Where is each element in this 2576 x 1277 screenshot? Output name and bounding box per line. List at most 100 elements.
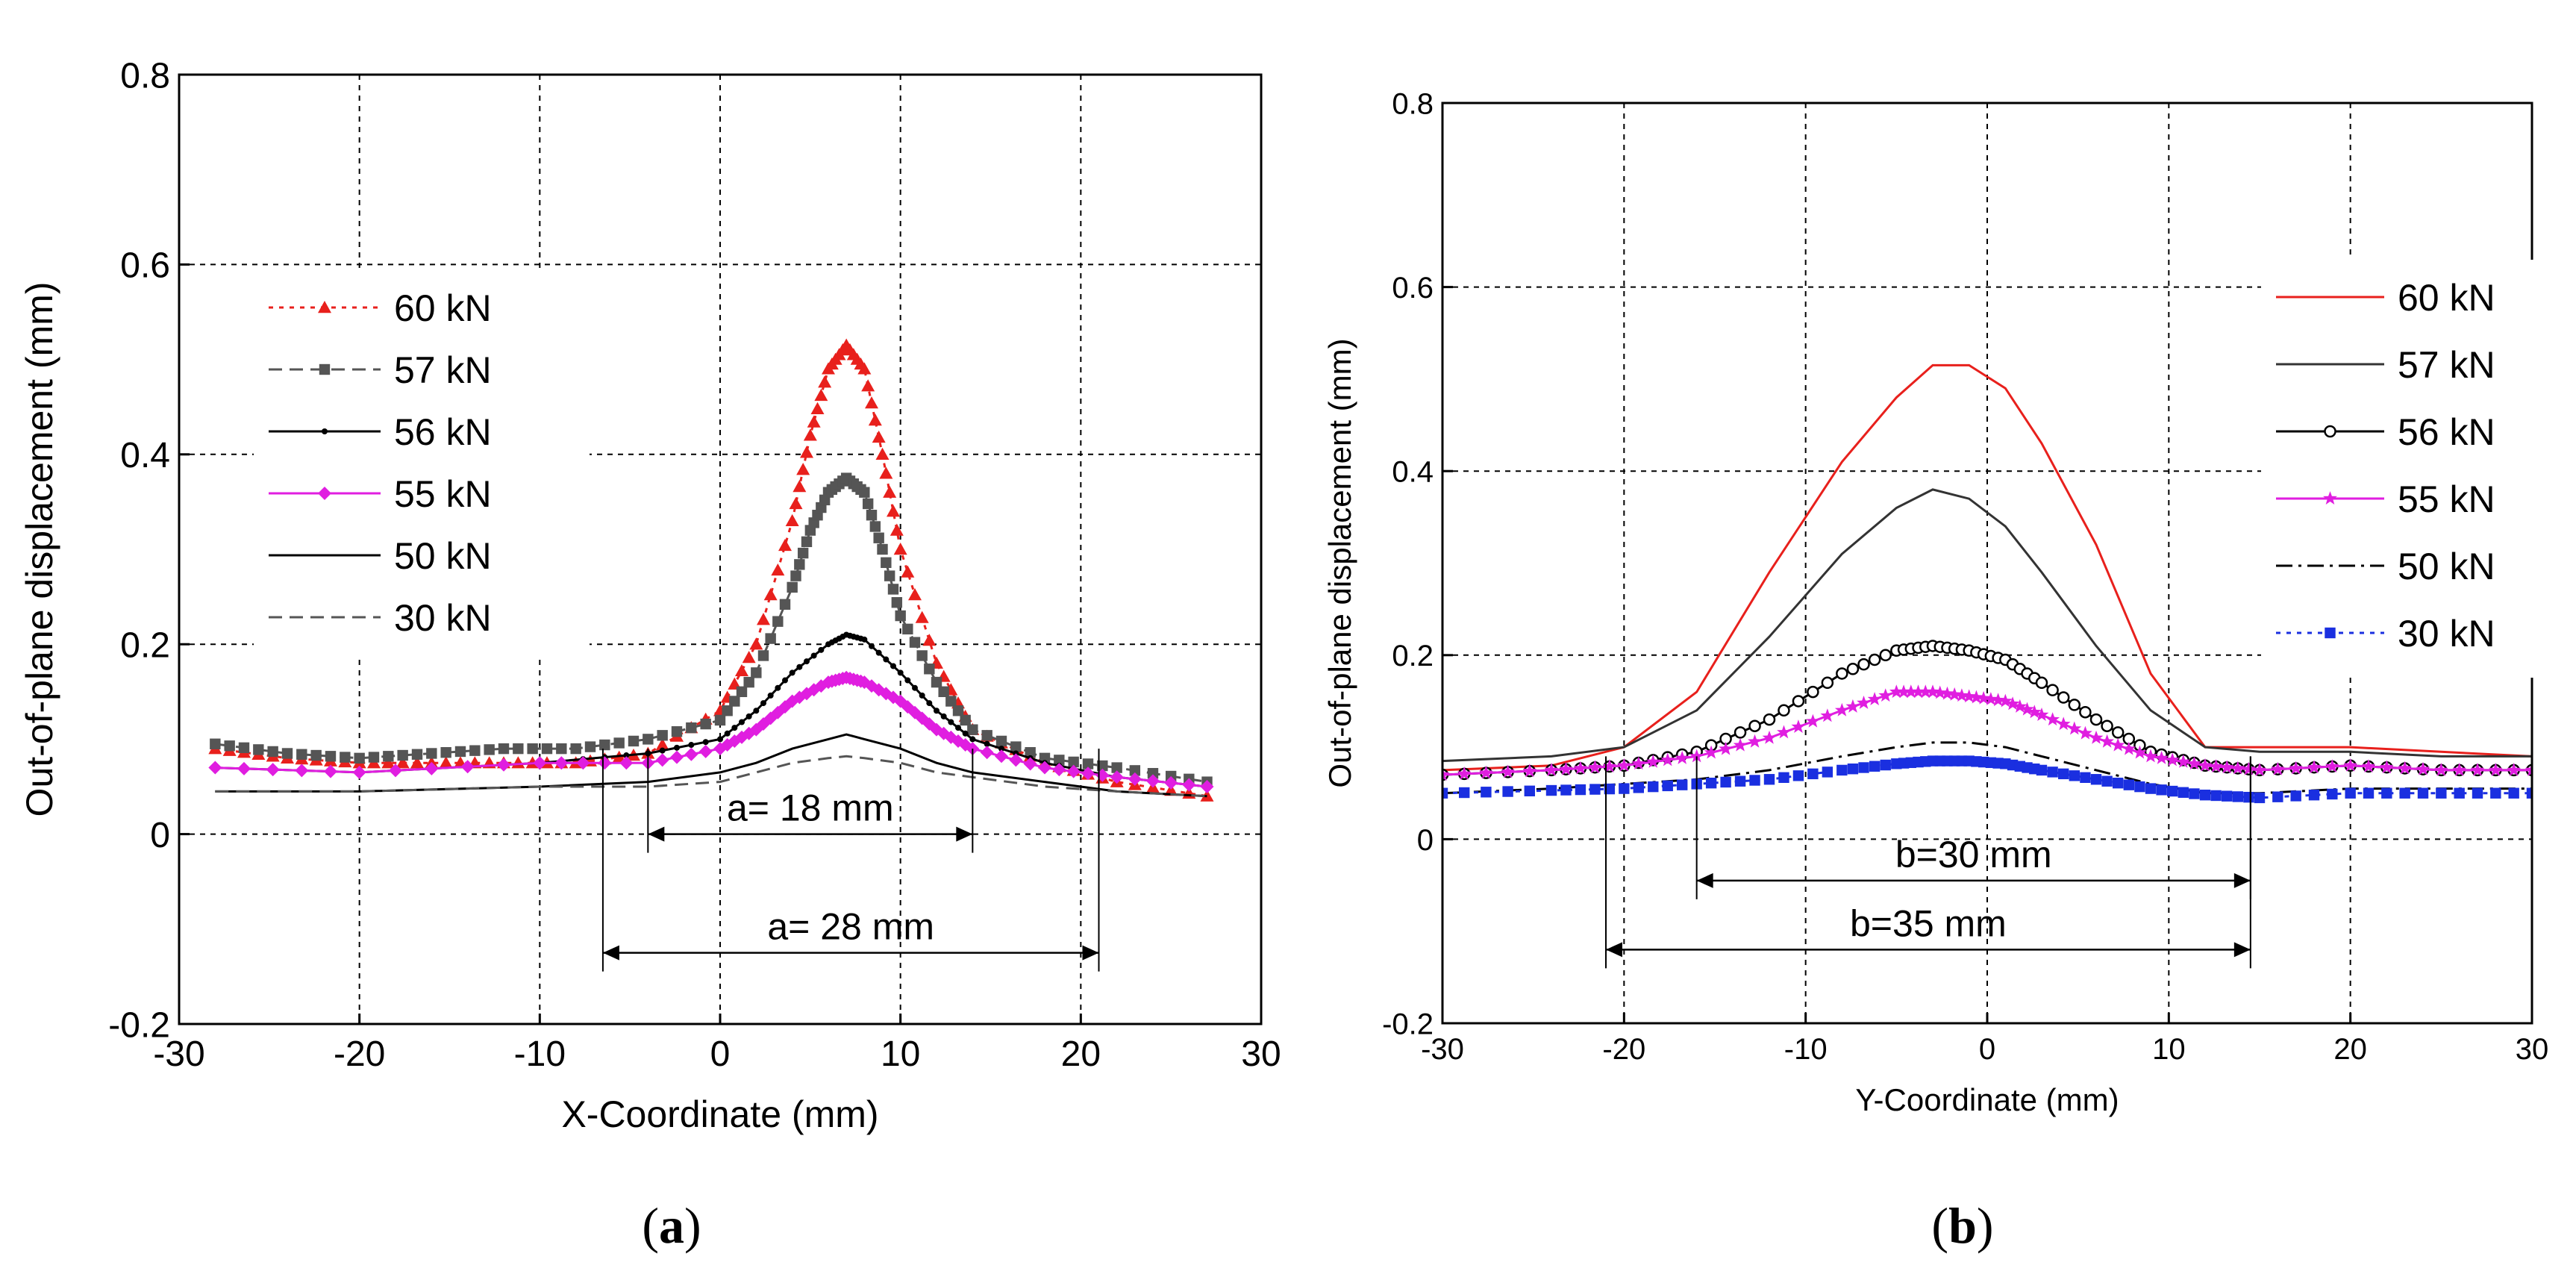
arrow-head-right — [1082, 945, 1099, 961]
data-point — [2452, 763, 2467, 776]
data-point — [731, 725, 738, 731]
data-point — [698, 744, 713, 758]
data-point — [1619, 783, 1630, 794]
data-point — [869, 521, 881, 532]
data-point — [2230, 761, 2245, 775]
data-point — [1645, 754, 1660, 768]
data-point — [1868, 653, 1881, 666]
data-point — [2027, 705, 2042, 719]
data-point — [1164, 775, 1178, 790]
data-point — [2209, 759, 2223, 772]
data-point — [739, 719, 745, 725]
data-point — [702, 739, 709, 746]
data-point — [1588, 760, 1602, 774]
data-point — [922, 634, 937, 646]
data-point — [1847, 763, 1859, 775]
y-tick-label: 0.2 — [120, 625, 170, 665]
data-point — [2046, 684, 2059, 696]
data-point — [1023, 757, 1037, 771]
data-point — [460, 760, 475, 774]
data-point — [2210, 790, 2222, 802]
legend-marker — [319, 363, 331, 375]
data-point — [2078, 725, 2092, 740]
dimension-annotation: b=35 mm — [1605, 756, 2251, 969]
data-point — [1734, 726, 1747, 739]
data-point — [1749, 775, 1760, 786]
data-point — [717, 736, 723, 743]
data-point — [800, 446, 813, 458]
legend-label: 30 kN — [394, 597, 492, 639]
data-point — [796, 463, 810, 475]
data-point — [389, 764, 402, 778]
data-point — [2290, 790, 2301, 802]
data-point — [1081, 766, 1095, 781]
data-point — [1631, 756, 1646, 770]
data-point — [1846, 663, 1860, 675]
data-point — [804, 658, 810, 665]
data-point — [955, 725, 961, 731]
legend-item: 56 kN — [269, 411, 492, 453]
data-point — [945, 696, 957, 707]
data-point — [2067, 721, 2082, 735]
data-point — [883, 656, 890, 663]
data-point — [859, 487, 870, 498]
data-point — [742, 651, 756, 664]
data-point — [1962, 689, 1977, 703]
y-axis-title: Out-of-plane displacement (mm) — [1322, 338, 1357, 787]
data-point — [1925, 684, 1940, 699]
data-point — [887, 584, 899, 595]
data-point — [2525, 763, 2532, 776]
data-point — [2111, 726, 2125, 739]
legend-marker — [2324, 425, 2336, 438]
data-point — [533, 756, 547, 770]
data-point — [1822, 766, 1833, 778]
data-point — [873, 532, 884, 543]
data-point — [2327, 788, 2338, 800]
data-point — [554, 756, 569, 770]
data-point — [1857, 696, 1871, 709]
data-point — [2345, 787, 2356, 799]
data-point — [2080, 772, 2091, 783]
data-point — [1976, 690, 1991, 705]
data-point — [1602, 759, 1617, 772]
legend-label: 57 kN — [394, 349, 492, 391]
data-point — [909, 637, 921, 648]
data-point — [1442, 787, 1448, 799]
x-tick-label: 30 — [2516, 1033, 2549, 1066]
legend-item: 30 kN — [2276, 613, 2495, 655]
series-line — [215, 755, 1207, 798]
data-point — [2242, 761, 2256, 775]
plot-series — [208, 338, 1214, 802]
data-point — [793, 480, 807, 493]
data-point — [1720, 776, 1731, 788]
data-point — [2508, 787, 2519, 799]
data-point — [2143, 749, 2158, 763]
data-point — [2056, 716, 2071, 731]
data-point — [684, 747, 698, 761]
plot-series — [1442, 363, 2532, 804]
dimension-annotation: a= 28 mm — [601, 749, 1100, 972]
data-point — [1146, 774, 1160, 788]
data-point — [2232, 791, 2243, 802]
x-tick-label: -20 — [334, 1034, 385, 1074]
series-line — [1442, 488, 2532, 763]
data-point — [628, 735, 640, 747]
data-point — [576, 756, 590, 770]
data-point — [895, 610, 906, 622]
data-point — [2156, 784, 2167, 796]
legend-label: 56 kN — [2398, 411, 2495, 453]
data-point — [797, 547, 809, 559]
data-point — [2222, 790, 2233, 802]
data-point — [872, 430, 886, 443]
data-point — [861, 636, 868, 643]
legend-label: 50 kN — [394, 535, 492, 577]
data-point — [1147, 767, 1159, 779]
data-point — [785, 513, 799, 527]
data-point — [890, 663, 896, 669]
data-point — [1889, 684, 1904, 699]
legend-label: 56 kN — [394, 411, 492, 453]
data-point — [2079, 705, 2092, 719]
data-point — [775, 684, 781, 691]
data-point — [782, 677, 788, 684]
